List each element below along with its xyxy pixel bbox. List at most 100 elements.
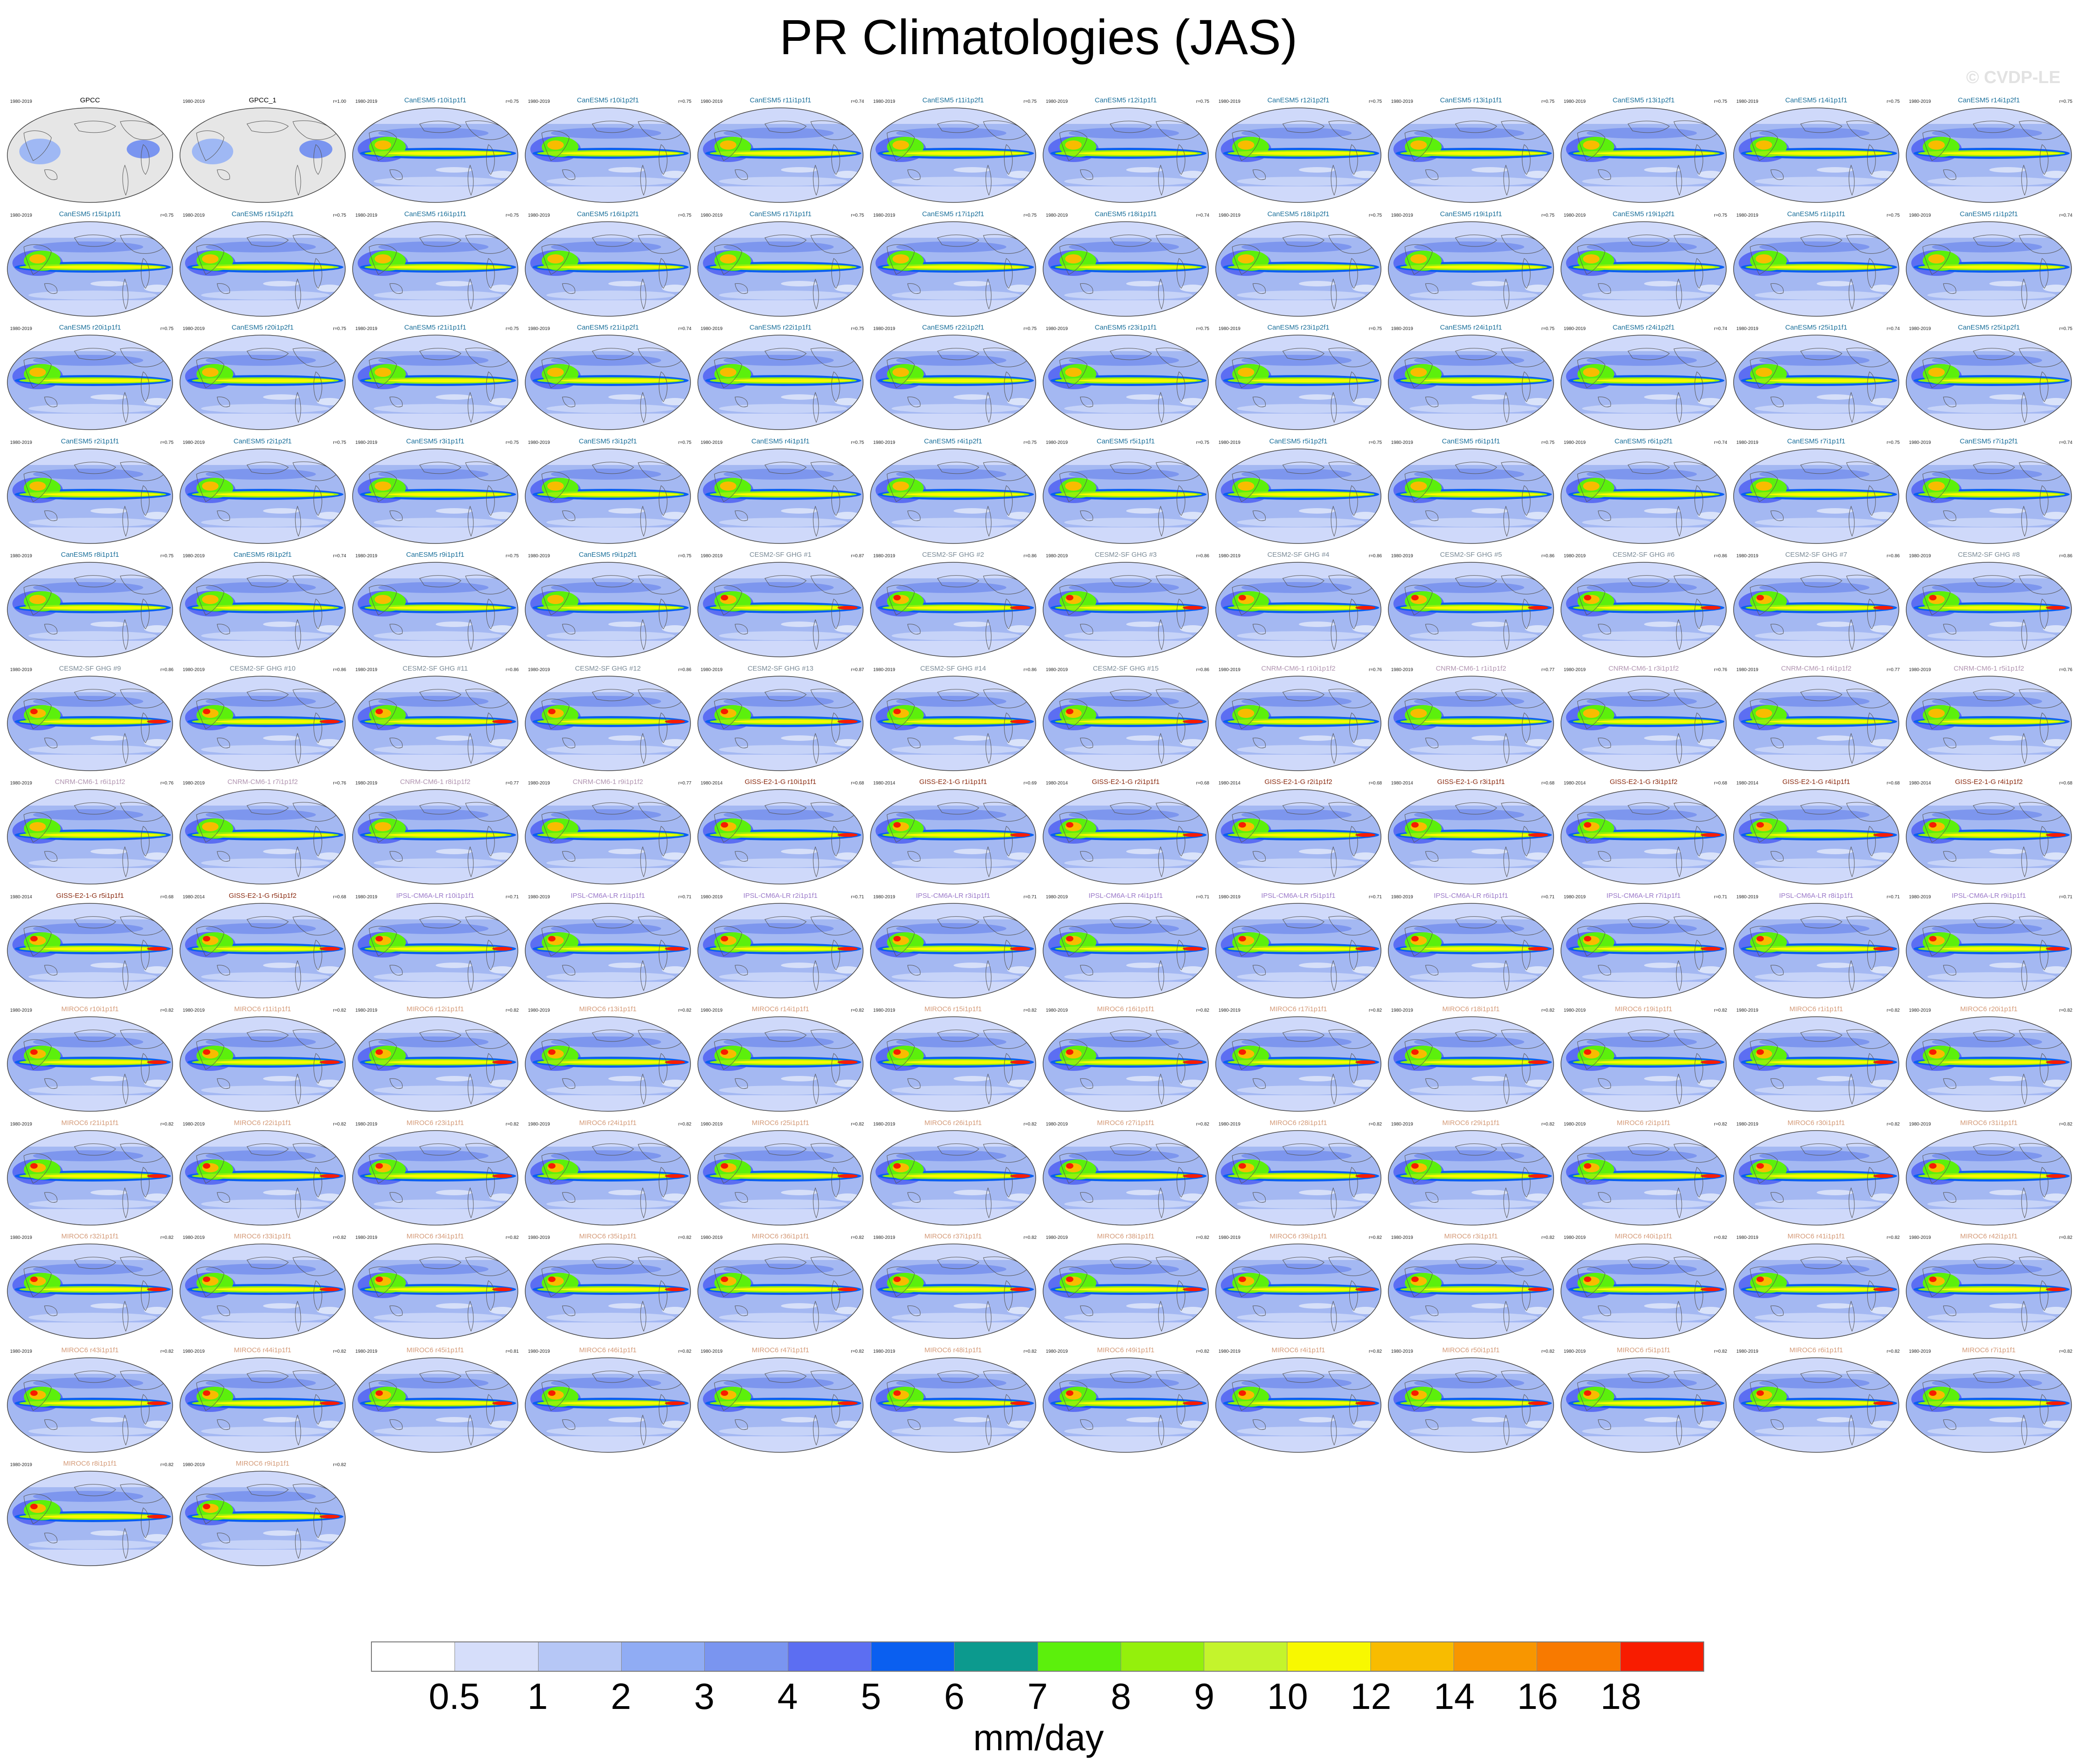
- map-panel: 1980-2014 GISS-E2-1-G r5i1p1f2 r=0.68: [177, 892, 348, 1003]
- panel-title: MIROC6 r42i1p1f1: [1960, 1232, 2018, 1240]
- map-panel: 1980-2019 MIROC6 r25i1p1f1 r=0.82: [695, 1119, 866, 1230]
- precip-map: [697, 562, 864, 657]
- map-panel: 1980-2019 MIROC6 r7i1p1f1 r=0.82: [1903, 1346, 2074, 1457]
- colorbar-tick-label: 10: [1267, 1676, 1308, 1717]
- precip-map: [1043, 1130, 1209, 1226]
- map-panel: 1980-2019 IPSL-CM6A-LR r1i1p1f1 r=0.71: [522, 892, 693, 1003]
- map-panel: 1980-2019 CanESM5 r1i1p1f1 r=0.75: [1731, 210, 1902, 321]
- panel-years: 1980-2019: [873, 667, 895, 672]
- precip-map: [1561, 1016, 1727, 1112]
- panel-correlation: r=0.75: [678, 99, 691, 104]
- panel-correlation: r=0.75: [333, 326, 346, 331]
- precip-map: [1215, 1130, 1381, 1226]
- panel-correlation: r=0.74: [678, 326, 691, 331]
- precip-map: [180, 902, 346, 998]
- panel-title: GISS-E2-1-G r5i1p1f1: [56, 891, 124, 900]
- panel-title: MIROC6 r36i1p1f1: [752, 1232, 809, 1240]
- panel-title: MIROC6 r13i1p1f1: [579, 1005, 637, 1013]
- map-panel: 1980-2019 CESM2-SF GHG #1 r=0.87: [695, 551, 866, 662]
- panel-years: 1980-2019: [1391, 1008, 1413, 1013]
- precip-map: [697, 1243, 864, 1339]
- panel-years: 1980-2019: [1909, 894, 1931, 900]
- panel-title: CanESM5 r21i1p1f1: [404, 324, 466, 331]
- panel-correlation: r=0.75: [1369, 99, 1382, 104]
- precip-map: [870, 335, 1036, 430]
- panel-title: CanESM5 r20i1p2f1: [231, 324, 294, 331]
- map-panel: 1980-2019 CanESM5 r11i1p2f1 r=0.75: [868, 96, 1038, 207]
- panel-years: 1980-2019: [1391, 213, 1413, 218]
- precip-map: [870, 1016, 1036, 1112]
- precip-map: [697, 107, 864, 203]
- panel-correlation: r=0.75: [1714, 99, 1727, 104]
- panel-correlation: r=0.77: [505, 781, 519, 786]
- panel-title: GPCC_1: [248, 96, 277, 104]
- panel-correlation: r=0.75: [1369, 440, 1382, 445]
- panel-correlation: r=0.87: [851, 554, 864, 559]
- precip-map: [1561, 1130, 1727, 1226]
- panel-title: MIROC6 r3i1p1f1: [1444, 1232, 1498, 1240]
- map-panel: 1980-2019 CESM2-SF GHG #2 r=0.86: [868, 551, 1038, 662]
- panel-years: 1980-2019: [183, 781, 205, 786]
- panel-years: 1980-2014: [1736, 781, 1758, 786]
- map-panel: 1980-2019 CanESM5 r16i1p1f1 r=0.75: [350, 210, 521, 321]
- panel-correlation: r=0.75: [851, 440, 864, 445]
- precip-map: [525, 1357, 691, 1453]
- panel-years: 1980-2019: [355, 1235, 377, 1240]
- map-panel: 1980-2019 CanESM5 r11i1p1f1 r=0.74: [695, 96, 866, 207]
- panel-years: 1980-2019: [873, 213, 895, 218]
- map-panel: 1980-2019 CESM2-SF GHG #6 r=0.86: [1558, 551, 1729, 662]
- panel-title: CNRM-CM6-1 r3i1p1f2: [1608, 664, 1679, 672]
- map-panel: 1980-2019 MIROC6 r30i1p1f1 r=0.82: [1731, 1119, 1902, 1230]
- map-panel: 1980-2019 CanESM5 r5i1p1f1 r=0.75: [1040, 437, 1211, 549]
- map-panel: 1980-2019 MIROC6 r4i1p1f1 r=0.82: [1213, 1346, 1384, 1457]
- panel-years: 1980-2019: [1391, 1121, 1413, 1127]
- panel-years: 1980-2019: [1564, 99, 1586, 104]
- panel-years: 1980-2019: [1218, 440, 1241, 445]
- panel-correlation: r=0.75: [2059, 99, 2072, 104]
- panel-years: 1980-2019: [1218, 667, 1241, 672]
- panel-correlation: r=0.82: [1886, 1008, 1900, 1013]
- panel-correlation: r=0.82: [851, 1008, 864, 1013]
- panel-correlation: r=0.75: [1886, 440, 1900, 445]
- map-panel: 1980-2019 IPSL-CM6A-LR r7i1p1f1 r=0.71: [1558, 892, 1729, 1003]
- precip-map: [1215, 562, 1381, 657]
- panel-years: 1980-2019: [183, 213, 205, 218]
- precip-map: [1906, 221, 2072, 317]
- map-panel: 1980-2019 IPSL-CM6A-LR r2i1p1f1 r=0.71: [695, 892, 866, 1003]
- panel-years: 1980-2019: [1391, 440, 1413, 445]
- panel-years: 1980-2019: [183, 440, 205, 445]
- map-panel: 1980-2019 CanESM5 r14i1p1f1 r=0.75: [1731, 96, 1902, 207]
- panel-title: MIROC6 r7i1p1f1: [1962, 1346, 2016, 1354]
- colorbar-swatch: [1370, 1642, 1454, 1671]
- precip-map: [352, 902, 518, 998]
- panel-years: 1980-2019: [1909, 440, 1931, 445]
- map-panel: 1980-2019 CanESM5 r19i1p1f1 r=0.75: [1386, 210, 1556, 321]
- panel-years: 1980-2019: [1909, 1121, 1931, 1127]
- panel-years: 1980-2019: [355, 440, 377, 445]
- panel-correlation: r=0.82: [505, 1235, 519, 1240]
- panel-correlation: r=0.82: [851, 1235, 864, 1240]
- panel-correlation: r=0.75: [1541, 326, 1555, 331]
- panel-correlation: r=0.82: [1023, 1008, 1037, 1013]
- panel-years: 1980-2019: [183, 99, 205, 104]
- panel-title: CanESM5 r9i1p2f1: [578, 551, 637, 559]
- panel-title: MIROC6 r10i1p1f1: [61, 1005, 119, 1013]
- panel-title: CanESM5 r12i1p2f1: [1267, 96, 1330, 104]
- map-panel: 1980-2019 MIROC6 r37i1p1f1 r=0.82: [868, 1232, 1038, 1344]
- panel-title: CanESM5 r18i1p2f1: [1267, 210, 1330, 218]
- figure-title: PR Climatologies (JAS): [779, 9, 1298, 65]
- panel-years: 1980-2019: [1218, 554, 1241, 559]
- colorbar-tick-label: 16: [1517, 1676, 1558, 1717]
- panel-years: 1980-2019: [10, 1349, 32, 1354]
- panel-title: MIROC6 r32i1p1f1: [61, 1232, 119, 1240]
- panel-correlation: r=0.82: [678, 1121, 691, 1127]
- panel-years: 1980-2019: [701, 326, 723, 331]
- panel-years: 1980-2019: [1564, 554, 1586, 559]
- panel-years: 1980-2019: [528, 667, 550, 672]
- precip-map: [525, 562, 691, 657]
- precip-map: [180, 562, 346, 657]
- precip-map: [870, 789, 1036, 885]
- panel-title: CESM2-SF GHG #14: [920, 664, 986, 672]
- map-panel: 1980-2019 MIROC6 r17i1p1f1 r=0.82: [1213, 1005, 1384, 1116]
- panel-years: 1980-2019: [183, 326, 205, 331]
